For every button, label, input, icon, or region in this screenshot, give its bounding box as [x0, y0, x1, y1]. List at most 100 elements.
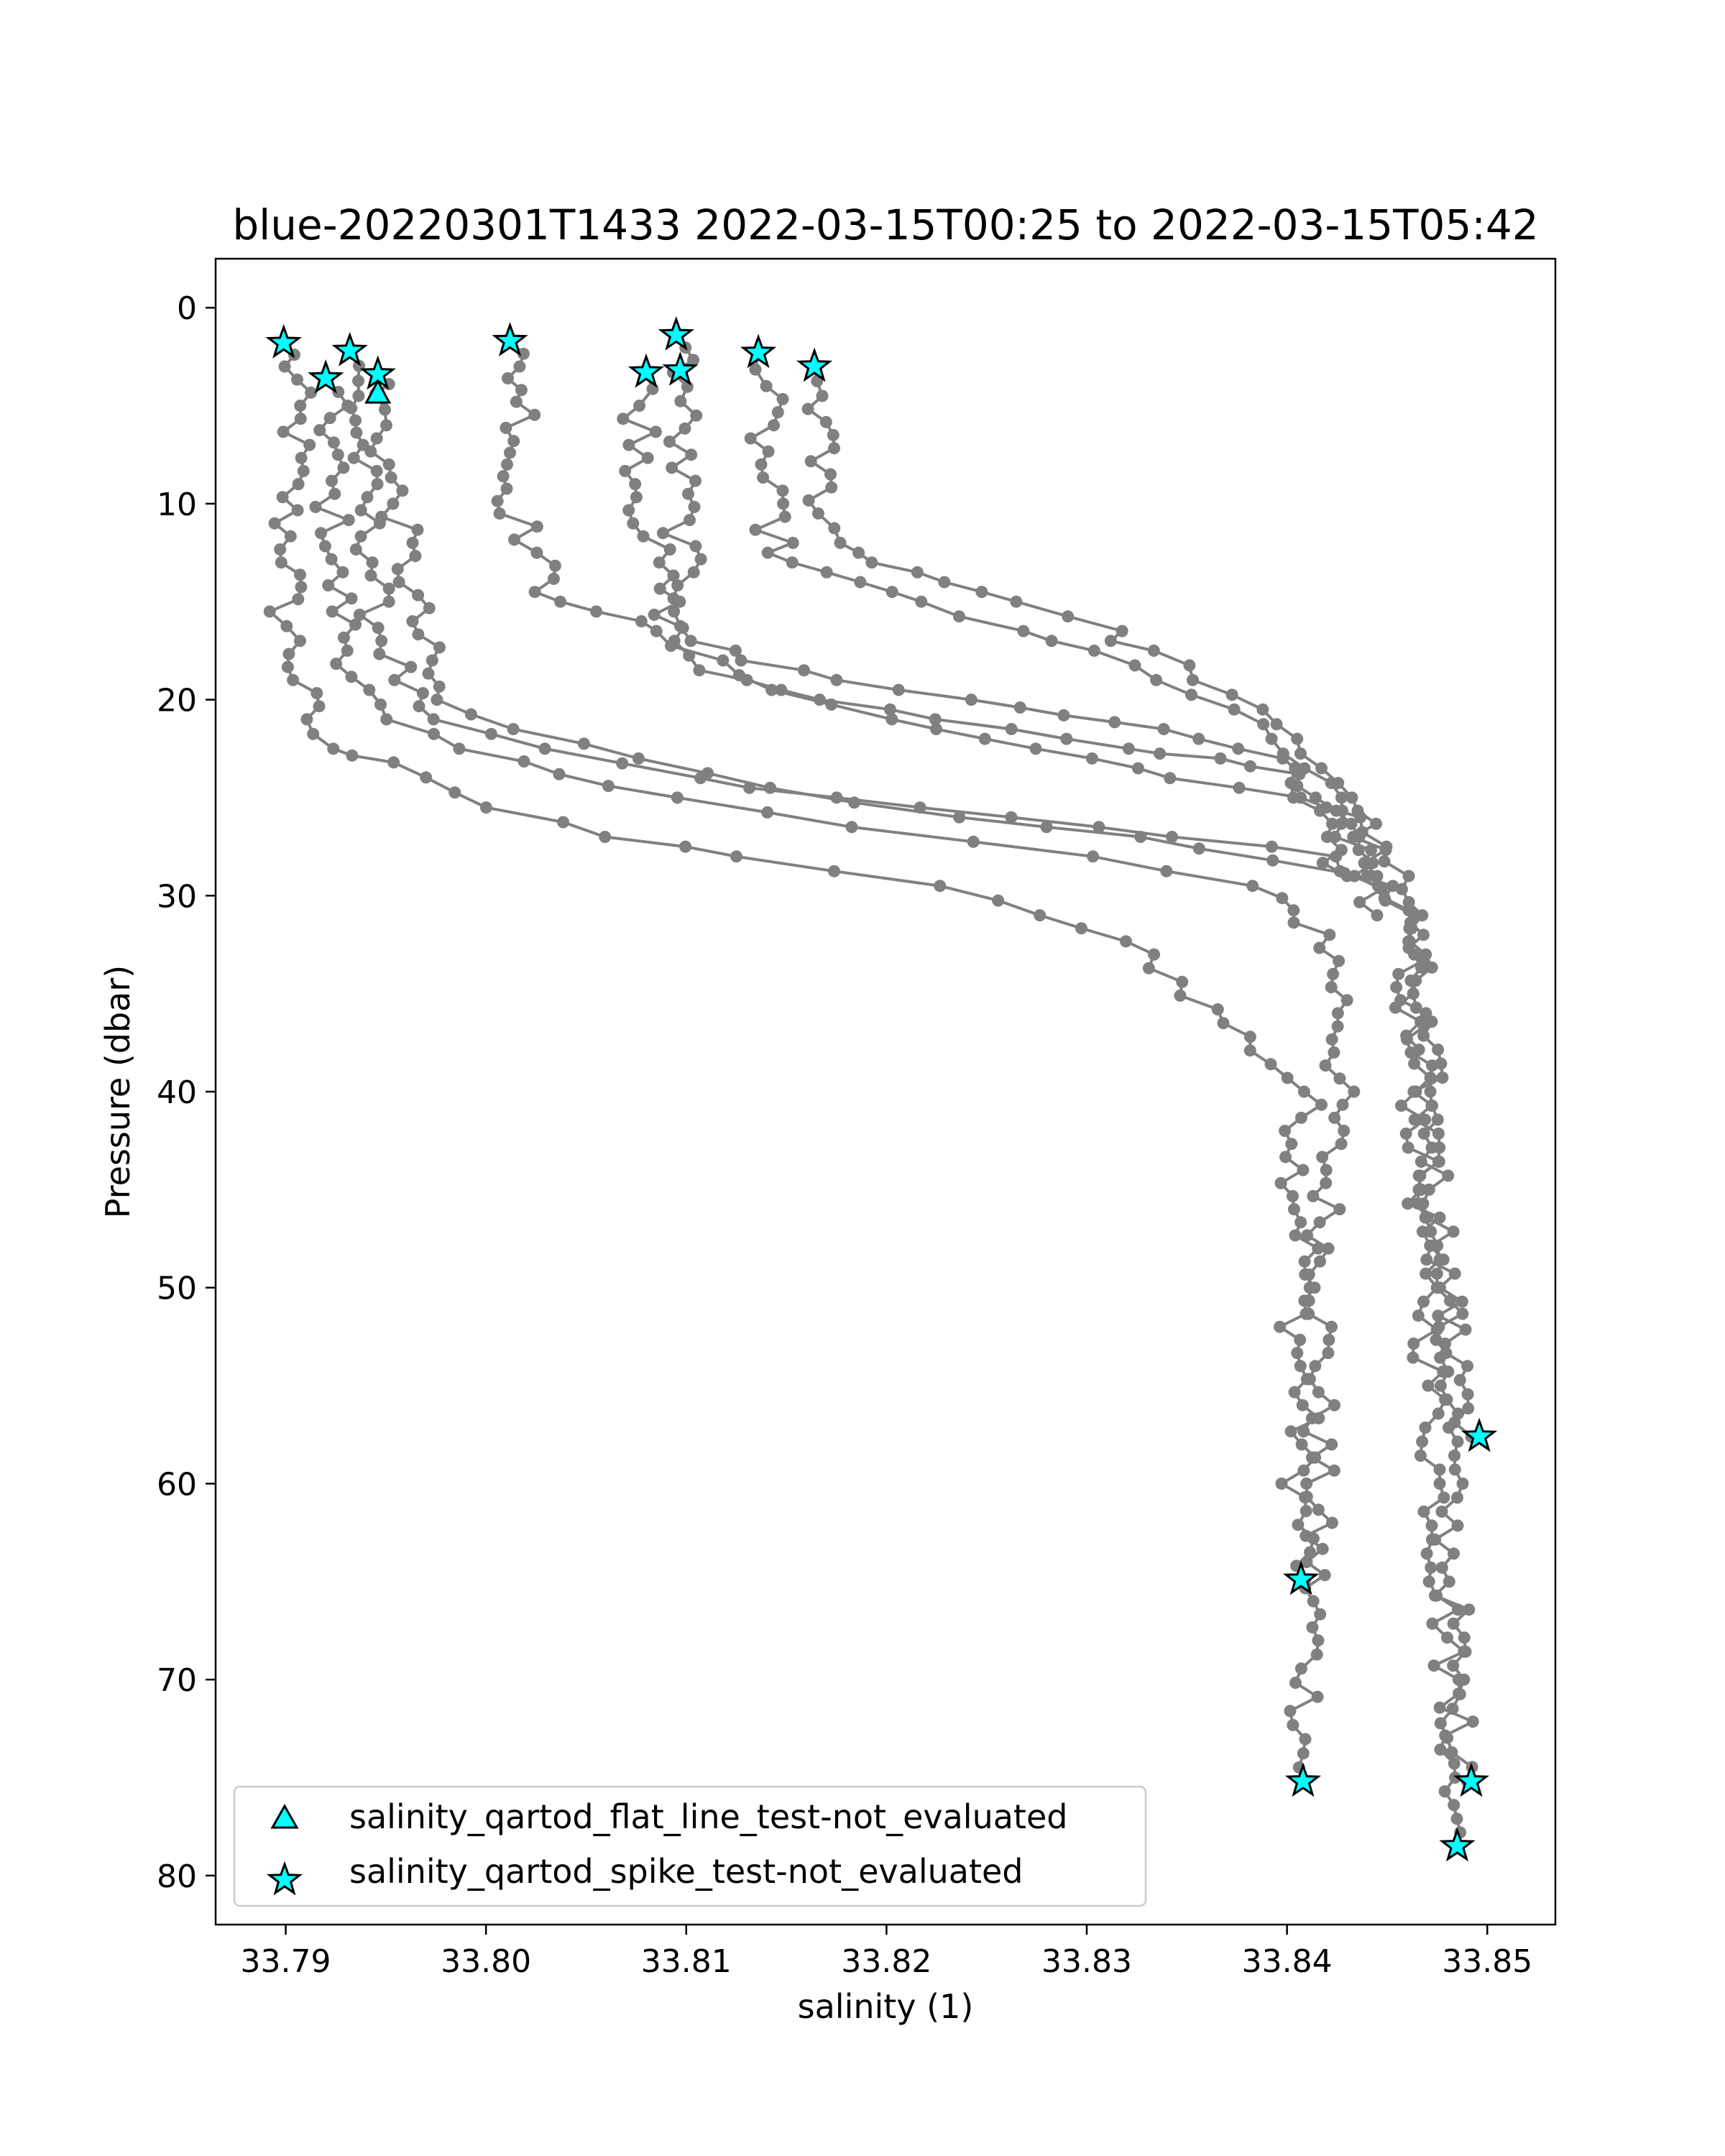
- spike-test-marker: [740, 333, 777, 369]
- profile-point: [1325, 981, 1338, 994]
- profile-point: [1279, 1151, 1292, 1164]
- profile-point: [263, 605, 276, 618]
- profile-point: [632, 752, 645, 765]
- profile-point: [819, 415, 832, 428]
- profile-point: [1325, 1320, 1338, 1333]
- profile-point: [627, 517, 640, 530]
- profile-point: [1303, 1373, 1316, 1386]
- profile-point: [811, 507, 824, 520]
- profile-point: [637, 530, 650, 543]
- profile-point: [1287, 1189, 1299, 1202]
- profile-point: [1013, 701, 1026, 714]
- profile-point: [352, 390, 365, 402]
- profile-point: [380, 419, 392, 432]
- profile-point: [1422, 1575, 1435, 1588]
- spike-test-marker: [1460, 1417, 1498, 1452]
- profile-point: [1333, 1072, 1346, 1085]
- profile-line: [267, 342, 1324, 1581]
- profile-point: [1390, 981, 1403, 994]
- profile-point: [776, 392, 789, 405]
- profile-point: [1414, 1015, 1427, 1028]
- profile-point: [431, 694, 443, 706]
- profile-point: [744, 432, 757, 445]
- profile-point: [327, 742, 340, 755]
- profile-point: [493, 507, 506, 520]
- profile-point: [327, 436, 340, 449]
- profile-point: [1425, 1561, 1438, 1574]
- profile-point: [1312, 1386, 1325, 1399]
- profile-point: [1353, 895, 1366, 908]
- x-tick-label: 33.84: [1242, 1943, 1333, 1980]
- profile-point: [648, 608, 661, 621]
- profile-point: [380, 713, 393, 726]
- profile-point: [1461, 1360, 1474, 1373]
- profile-point: [464, 708, 477, 721]
- profile-point: [513, 360, 526, 373]
- profile-point: [992, 894, 1005, 907]
- profile-point: [1302, 1268, 1315, 1281]
- profile-point: [1312, 1634, 1325, 1647]
- profile-point: [967, 835, 980, 848]
- profile-point: [284, 530, 297, 543]
- profile-point: [1029, 742, 1042, 755]
- profile-point: [1379, 894, 1392, 907]
- profile-point: [1365, 844, 1378, 857]
- profile-point: [507, 723, 520, 735]
- spike-test-marker: [658, 315, 695, 351]
- profile-point: [761, 806, 774, 819]
- profile-point: [930, 723, 942, 735]
- profile-point: [1451, 1491, 1463, 1504]
- profile-point: [845, 821, 858, 834]
- profile-point: [1266, 854, 1279, 867]
- profile-point: [1456, 1477, 1469, 1490]
- profile-point: [294, 568, 306, 581]
- profile-point: [802, 494, 815, 507]
- profile-point: [1417, 1127, 1430, 1140]
- profile-point: [375, 635, 388, 648]
- profile-point: [1309, 791, 1322, 804]
- profile-point: [938, 576, 951, 589]
- profile-point: [538, 742, 551, 755]
- profile-point: [1122, 742, 1135, 755]
- profile-point: [685, 448, 698, 461]
- profile-point: [1300, 1529, 1312, 1542]
- profile-point: [1243, 1031, 1256, 1044]
- profile-point: [530, 546, 543, 559]
- profile-point: [1328, 1111, 1341, 1124]
- profile-point: [1434, 1379, 1447, 1392]
- profile-point: [622, 438, 635, 451]
- profile-point: [1314, 1608, 1327, 1621]
- profile-point: [354, 530, 367, 543]
- profile-point: [865, 556, 878, 569]
- profile-point: [1211, 1003, 1224, 1015]
- profile-point: [1319, 1059, 1332, 1072]
- profile-point: [326, 474, 338, 487]
- profile-point: [1458, 1673, 1471, 1686]
- profile-point: [1428, 1589, 1441, 1602]
- profile-point: [824, 468, 837, 481]
- profile-point: [764, 781, 776, 794]
- profile-point: [1448, 1757, 1460, 1770]
- profile-point: [1444, 1294, 1456, 1307]
- profile-point: [1419, 1422, 1432, 1434]
- profile-point: [682, 487, 694, 500]
- profile-point: [668, 635, 681, 648]
- profile-point: [1335, 817, 1348, 830]
- x-tick-label: 33.79: [241, 1943, 331, 1980]
- profile-point: [730, 850, 743, 863]
- profile-point: [1331, 1020, 1344, 1033]
- profile-point: [330, 658, 343, 671]
- profile-point: [1335, 804, 1348, 817]
- profile-point: [297, 464, 310, 477]
- profile-point: [771, 406, 784, 419]
- profile-point: [1449, 1772, 1461, 1784]
- profile-point: [392, 576, 405, 589]
- profile-point: [406, 615, 419, 627]
- profile-point: [1442, 1169, 1455, 1182]
- profile-point: [1432, 1044, 1445, 1056]
- profile-point: [553, 768, 566, 780]
- profile-point: [1328, 1464, 1340, 1477]
- profile-point: [1448, 1450, 1460, 1462]
- profile-point: [852, 546, 865, 559]
